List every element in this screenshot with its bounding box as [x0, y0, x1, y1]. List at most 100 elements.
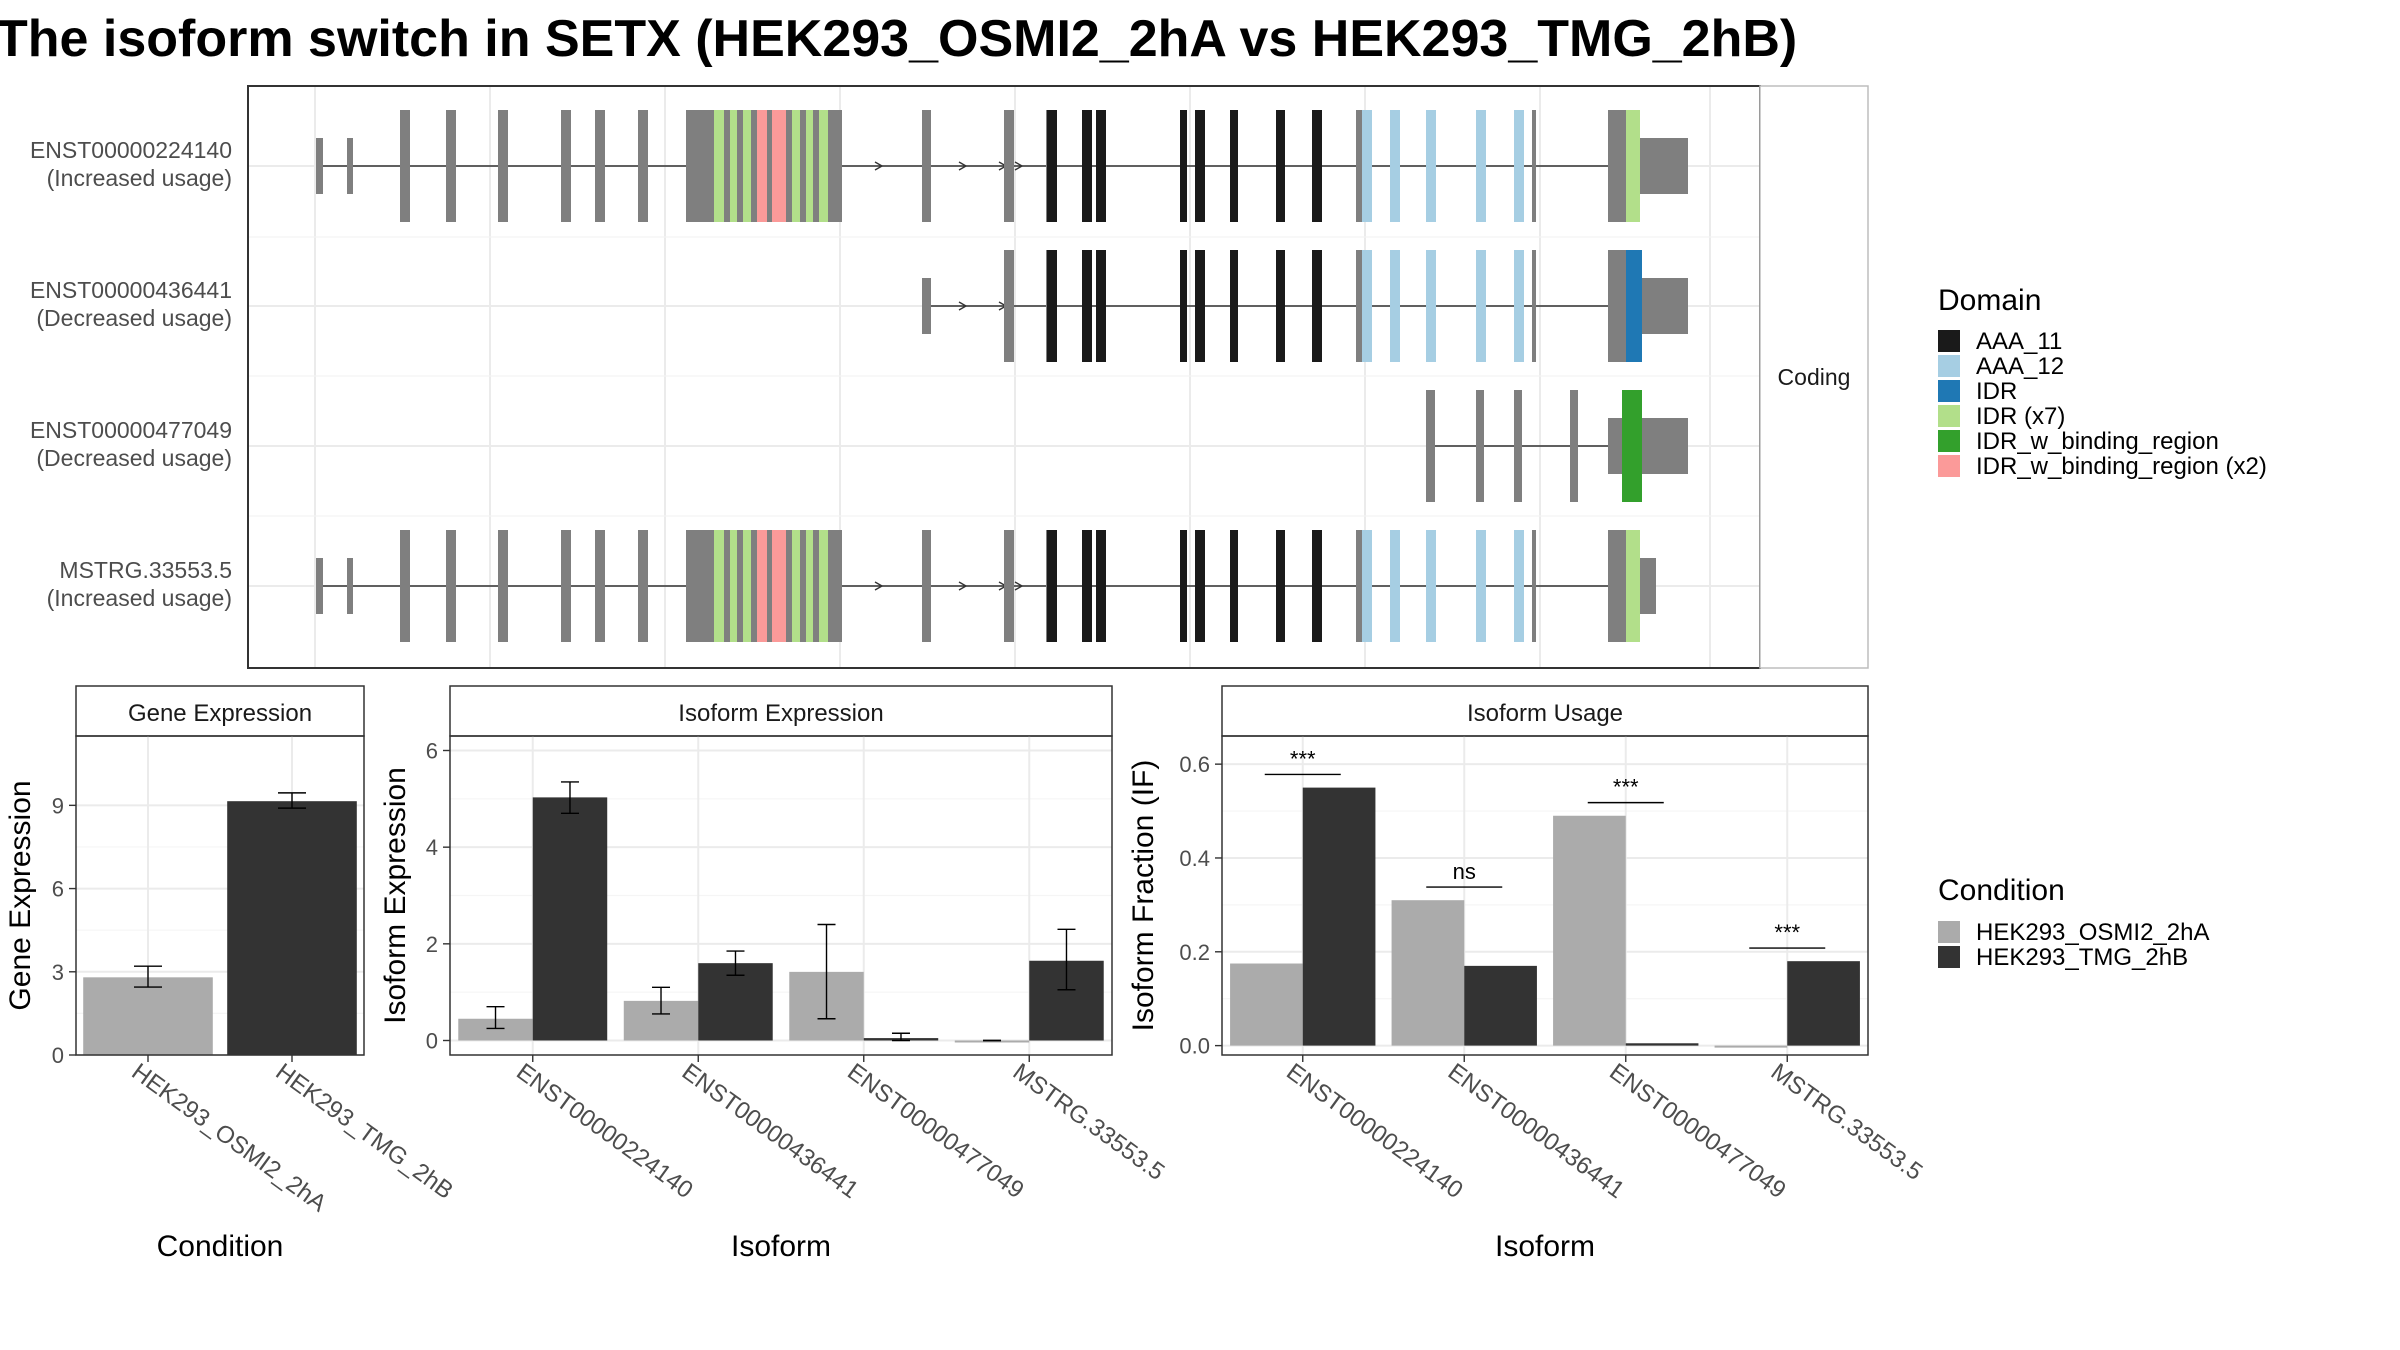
exon: [1356, 530, 1362, 642]
exon: [751, 530, 757, 642]
x-axis-title: Isoform: [731, 1230, 831, 1263]
strand-arrow: [958, 581, 968, 591]
exon: [1362, 250, 1372, 362]
exon: [316, 138, 323, 194]
domain-legend-swatch: [1938, 380, 1960, 402]
exon: [1476, 390, 1484, 502]
strand-arrow: [958, 301, 968, 311]
exon: [1047, 530, 1057, 642]
domain-legend-label: AAA_11: [1976, 328, 2062, 355]
exon: [1626, 530, 1640, 642]
exon: [1276, 110, 1285, 222]
exon: [1608, 110, 1626, 222]
exon: [1276, 530, 1285, 642]
domain-legend-swatch: [1938, 355, 1960, 377]
panel-title: Isoform Expression: [678, 700, 883, 727]
x-axis-title: Isoform: [1495, 1230, 1595, 1263]
exon: [714, 530, 724, 642]
bar: [83, 977, 213, 1055]
exon: [1476, 530, 1486, 642]
exon: [1640, 558, 1656, 614]
condition-legend-swatch: [1938, 946, 1960, 968]
exon: [498, 530, 508, 642]
exon: [1276, 250, 1285, 362]
bar: [1553, 815, 1626, 1046]
exon: [922, 278, 931, 334]
y-tick-label: 2: [426, 932, 438, 957]
y-tick-label: 0: [52, 1043, 64, 1068]
y-tick-label: 9: [52, 793, 64, 818]
bar: [698, 963, 773, 1041]
exon: [1180, 250, 1187, 362]
exon: [800, 110, 806, 222]
significance-label: ***: [1290, 746, 1316, 771]
exon: [1096, 110, 1106, 222]
exon: [638, 110, 648, 222]
exon: [1426, 250, 1436, 362]
domain-legend-label: IDR (x7): [1976, 403, 2065, 430]
exon: [1096, 530, 1106, 642]
strand-arrow: [1014, 161, 1024, 171]
transcript-row-4: [316, 530, 1656, 642]
exon: [1426, 110, 1436, 222]
exon: [1426, 390, 1435, 502]
x-tick-label: ENST00000224140: [511, 1058, 697, 1204]
isoform-usage-label: (Decreased usage): [36, 445, 232, 471]
y-tick-label: 3: [52, 960, 64, 985]
exon: [724, 530, 730, 642]
exon: [1230, 110, 1238, 222]
panel-border: [75, 735, 365, 1056]
exon: [730, 110, 737, 222]
x-tick-label: ENST00000224140: [1281, 1058, 1467, 1204]
bar: [532, 797, 608, 1041]
exon: [1096, 250, 1106, 362]
exon: [1532, 530, 1536, 642]
exon: [400, 110, 410, 222]
exon: [1514, 390, 1522, 502]
figure-title: The isoform switch in SETX (HEK293_OSMI2…: [0, 10, 1797, 68]
y-tick-label: 0.2: [1179, 940, 1210, 965]
domain-legend-swatch: [1938, 405, 1960, 427]
exon: [1082, 530, 1092, 642]
domain-legend-title: Domain: [1938, 284, 2041, 317]
isoform-id-label: ENST00000436441: [30, 277, 232, 303]
exon: [1195, 110, 1205, 222]
panel-strip: [1221, 685, 1869, 737]
exon: [1608, 418, 1622, 474]
y-tick-label: 6: [426, 739, 438, 764]
exon: [1312, 110, 1322, 222]
exon: [1390, 250, 1400, 362]
isoform-id-label: ENST00000477049: [30, 417, 232, 443]
domain-legend-label: AAA_12: [1976, 353, 2064, 380]
exon: [1004, 530, 1014, 642]
bar: [954, 1040, 1030, 1043]
isoform-usage-label: (Decreased usage): [36, 305, 232, 331]
exon: [1642, 418, 1688, 474]
isoform-id-label: ENST00000224140: [30, 137, 232, 163]
significance-label: ***: [1613, 775, 1639, 800]
exon: [1312, 250, 1322, 362]
exon: [792, 530, 800, 642]
exon: [757, 110, 767, 222]
exon: [1047, 250, 1057, 362]
exon: [1640, 138, 1688, 194]
exon: [595, 110, 605, 222]
x-tick-label: ENST00000436441: [677, 1058, 863, 1204]
exon: [743, 110, 751, 222]
exon: [1532, 250, 1536, 362]
exon: [1356, 250, 1362, 362]
exon: [638, 530, 648, 642]
panel-title: Isoform Usage: [1467, 700, 1623, 727]
exon: [1230, 530, 1238, 642]
bar: [1391, 900, 1465, 1046]
exon: [498, 110, 508, 222]
strand-arrow: [874, 161, 884, 171]
exon: [1180, 530, 1187, 642]
exon: [724, 110, 730, 222]
bar: [1787, 961, 1860, 1046]
exon: [1608, 250, 1626, 362]
isoform-expression-panel: Isoform Expression0246ENST00000224140ENS…: [379, 685, 1169, 1263]
significance-label: ns: [1453, 859, 1476, 884]
